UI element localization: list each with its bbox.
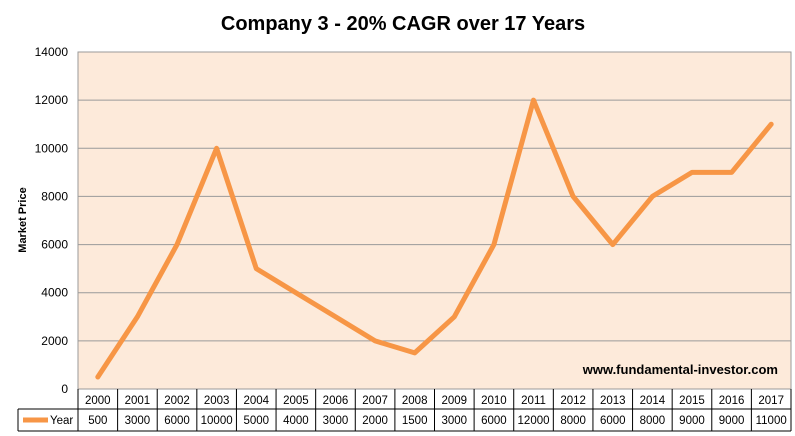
x-tick-label: 2011 bbox=[521, 395, 546, 407]
data-label: 1500 bbox=[402, 415, 428, 427]
data-point bbox=[414, 352, 416, 354]
data-point bbox=[216, 147, 218, 149]
data-label: 8000 bbox=[560, 415, 586, 427]
data-label: 9000 bbox=[679, 415, 705, 427]
data-point bbox=[97, 376, 99, 378]
data-point bbox=[295, 292, 297, 294]
data-point bbox=[612, 244, 614, 246]
y-tick-label: 0 bbox=[61, 382, 68, 396]
y-axis: 0 2000 4000 6000 8000 10000 12000 14000 bbox=[35, 45, 69, 396]
x-tick-label: 2014 bbox=[640, 395, 666, 407]
data-point bbox=[493, 244, 495, 246]
x-tick-label: 2015 bbox=[679, 395, 705, 407]
y-tick-label: 6000 bbox=[41, 238, 68, 252]
data-label: 6000 bbox=[600, 415, 626, 427]
data-point bbox=[176, 244, 178, 246]
x-tick-label: 2000 bbox=[85, 395, 111, 407]
data-point bbox=[136, 316, 138, 318]
data-point bbox=[691, 171, 693, 173]
data-label: 3000 bbox=[323, 415, 349, 427]
x-tick-label: 2008 bbox=[402, 395, 428, 407]
data-label: 3000 bbox=[442, 415, 468, 427]
data-table: 2000 2001 2002 2003 2004 2005 2006 2007 2008 2009… bbox=[17, 389, 792, 432]
data-label: 12000 bbox=[518, 415, 550, 427]
data-point bbox=[770, 123, 772, 125]
x-tick-label: 2012 bbox=[560, 395, 586, 407]
data-point bbox=[731, 171, 733, 173]
y-tick-label: 10000 bbox=[35, 141, 69, 155]
y-tick-label: 14000 bbox=[35, 45, 69, 59]
x-tick-label: 2006 bbox=[323, 395, 349, 407]
data-label: 3000 bbox=[125, 415, 151, 427]
chart-title: Company 3 - 20% CAGR over 17 Years bbox=[221, 13, 585, 35]
data-point bbox=[453, 316, 455, 318]
x-tick-label: 2013 bbox=[600, 395, 626, 407]
y-tick-label: 12000 bbox=[35, 93, 69, 107]
data-label: 2000 bbox=[362, 415, 388, 427]
data-point bbox=[533, 99, 535, 101]
gridlines bbox=[78, 99, 791, 342]
data-label: 10000 bbox=[201, 415, 233, 427]
data-label: 5000 bbox=[243, 415, 269, 427]
data-point bbox=[255, 268, 257, 270]
watermark: www.fundamental-investor.com bbox=[582, 362, 778, 377]
x-tick-label: 2002 bbox=[164, 395, 190, 407]
data-label: 9000 bbox=[719, 415, 745, 427]
y-tick-label: 4000 bbox=[41, 286, 68, 300]
x-tick-label: 2010 bbox=[481, 395, 507, 407]
data-label: 500 bbox=[88, 415, 107, 427]
series-line bbox=[95, 97, 774, 380]
y-tick-label: 2000 bbox=[41, 334, 68, 348]
x-tick-label: 2005 bbox=[283, 395, 309, 407]
data-point bbox=[334, 316, 336, 318]
y-axis-label: Market Price bbox=[17, 187, 29, 252]
x-tick-label: 2016 bbox=[719, 395, 745, 407]
data-point bbox=[651, 195, 653, 197]
data-label: 8000 bbox=[640, 415, 666, 427]
x-tick-label: 2009 bbox=[442, 395, 468, 407]
data-label: 6000 bbox=[164, 415, 190, 427]
x-tick-label: 2001 bbox=[125, 395, 151, 407]
data-label: 4000 bbox=[283, 415, 309, 427]
x-tick-label: 2004 bbox=[243, 395, 269, 407]
legend-label: Year bbox=[50, 415, 73, 427]
x-tick-label: 2017 bbox=[758, 395, 784, 407]
data-label: 6000 bbox=[481, 415, 507, 427]
y-tick-label: 8000 bbox=[41, 189, 68, 203]
data-label: 11000 bbox=[756, 415, 787, 427]
data-point bbox=[374, 340, 376, 342]
data-point bbox=[572, 195, 574, 197]
x-tick-label: 2007 bbox=[362, 395, 388, 407]
x-tick-label: 2003 bbox=[204, 395, 230, 407]
series-lines bbox=[95, 97, 774, 380]
